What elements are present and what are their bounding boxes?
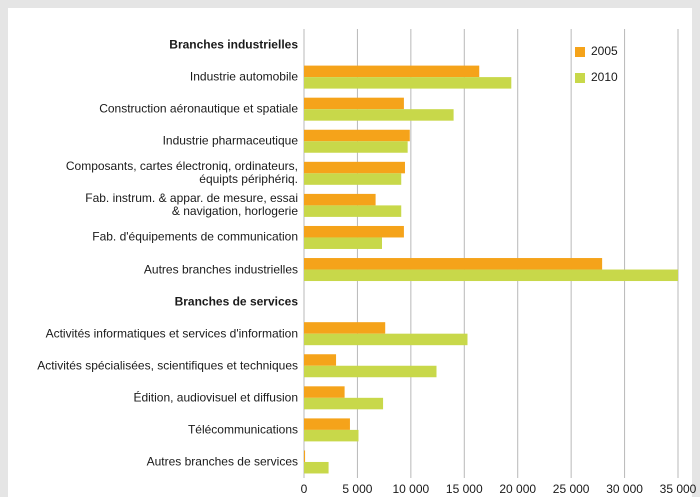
bar: [304, 333, 468, 346]
x-tick-label: 20 000: [499, 482, 536, 496]
bar: [304, 161, 405, 174]
bar: [304, 141, 408, 153]
category-label: Industrie pharmaceutique: [162, 133, 298, 148]
bar: [304, 65, 480, 78]
x-tick-label: 25 000: [553, 482, 590, 496]
x-tick-label: 5 000: [342, 482, 372, 496]
bar: [304, 386, 345, 398]
bar: [304, 322, 386, 334]
category-label: Autres branches de services: [146, 454, 298, 469]
bar: [304, 193, 376, 206]
category-label: Industrie automobile: [189, 69, 298, 84]
bar: [304, 129, 410, 142]
bar: [304, 269, 678, 282]
group-label: Branches industrielles: [169, 37, 298, 52]
category-label: Construction aéronautique et spatiale: [99, 101, 298, 116]
category-label: Télécommunications: [187, 422, 298, 437]
x-tick-label: 35 000: [660, 482, 697, 496]
bar: [304, 397, 384, 410]
x-tick-label: 30 000: [606, 482, 643, 496]
legend-swatch: [575, 47, 585, 57]
x-tick-label: 15 000: [446, 482, 483, 496]
category-label: Autres branches industrielles: [143, 262, 298, 277]
category-label: Fab. instrum. & appar. de mesure, essai …: [85, 191, 298, 219]
bar: [304, 97, 404, 110]
x-tick-label: 10 000: [393, 482, 430, 496]
bar: [304, 418, 350, 430]
category-label: Fab. d'équipements de communication: [92, 229, 298, 244]
bar: [304, 354, 337, 366]
bar: [304, 450, 306, 462]
bar: [304, 77, 512, 89]
bar: [304, 258, 603, 270]
chart-panel: [8, 8, 692, 497]
bar: [304, 225, 404, 238]
legend-swatch: [575, 73, 585, 83]
category-label: Activités spécialisées, scientifiques et…: [37, 358, 298, 373]
bar: [304, 429, 359, 442]
bar: [304, 173, 402, 185]
bar: [304, 365, 437, 378]
x-tick-label: 0: [301, 482, 308, 496]
category-label: Composants, cartes électroniq, ordinateu…: [65, 159, 298, 187]
bar: [304, 205, 402, 217]
bar: [304, 461, 329, 474]
group-label: Branches de services: [174, 294, 298, 309]
legend-label: 2010: [591, 70, 618, 84]
category-label: Activités informatiques et services d'in…: [45, 326, 298, 341]
bar: [304, 109, 454, 121]
legend-label: 2005: [591, 44, 618, 58]
category-label: Édition, audiovisuel et diffusion: [133, 390, 298, 405]
bar: [304, 237, 383, 249]
